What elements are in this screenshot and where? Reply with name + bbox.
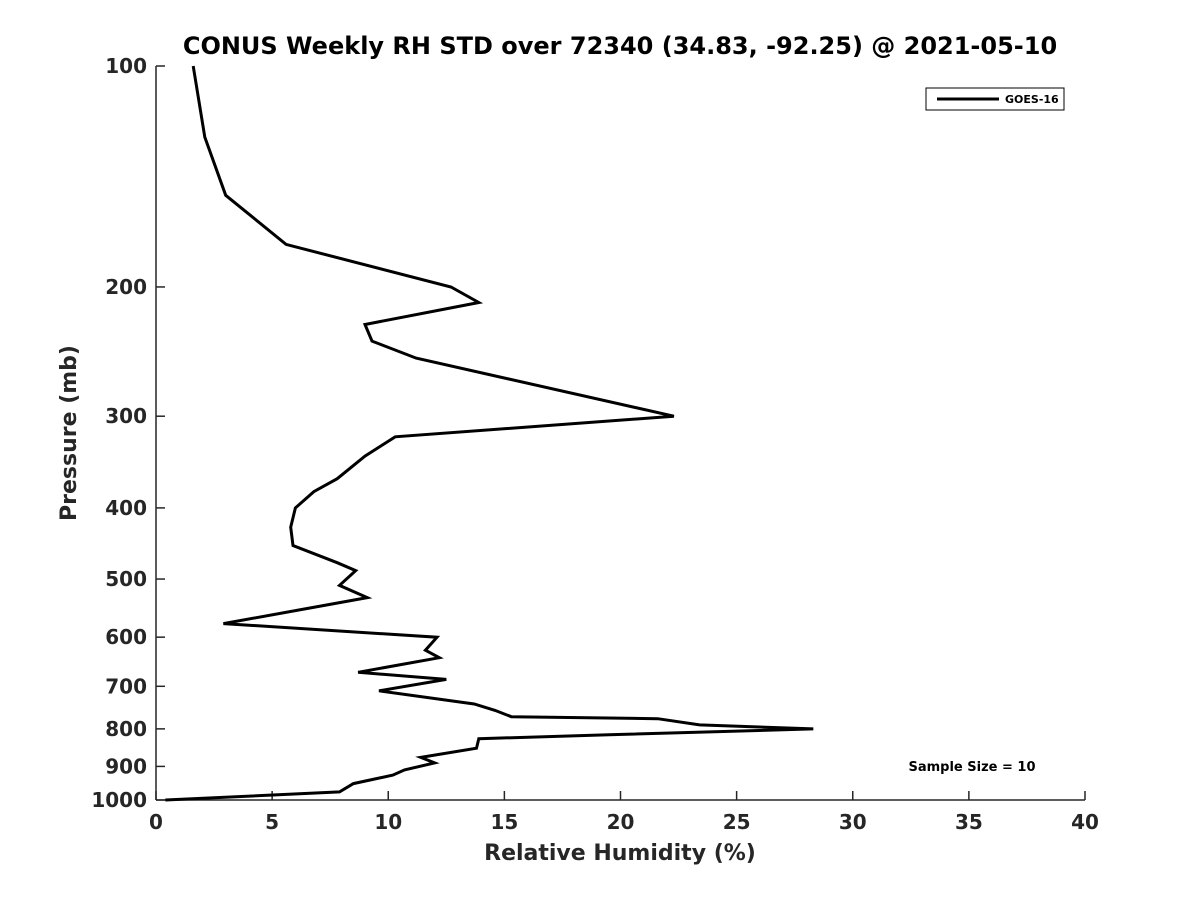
y-tick-label: 300 [105,404,147,428]
x-tick-label: 40 [1071,810,1099,834]
chart-title: CONUS Weekly RH STD over 72340 (34.83, -… [183,32,1057,60]
x-tick-label: 20 [607,810,635,834]
y-tick-label: 400 [105,496,147,520]
legend: GOES-16 [925,87,1065,111]
y-tick-label: 100 [105,54,147,78]
y-tick-label: 200 [105,275,147,299]
sample-size-annotation: Sample Size = 10 [908,760,1035,775]
x-tick-label: 10 [374,810,402,834]
series-layer [165,65,814,802]
x-tick-label: 0 [149,810,163,834]
y-tick-label: 700 [105,674,147,698]
axes: 0 5 10 15 20 25 30 35 40 100 200 300 400 500 600 700 800… [91,54,1099,834]
x-axis-label: Relative Humidity (%) [484,841,756,866]
legend-label: GOES-16 [1005,93,1059,106]
y-tick-label: 600 [105,625,147,649]
x-tick-label: 15 [490,810,518,834]
y-tick-label: 900 [105,754,147,778]
x-tick-label: 5 [265,810,279,834]
x-tick-label: 30 [839,810,867,834]
y-axis-label: Pressure (mb) [57,345,82,521]
y-tick-label: 500 [105,567,147,591]
x-tick-label: 35 [955,810,983,834]
series-line-goes-16 [165,65,814,802]
x-tick-label: 25 [723,810,751,834]
y-tick-label: 800 [105,717,147,741]
y-tick-label: 1000 [91,788,147,812]
